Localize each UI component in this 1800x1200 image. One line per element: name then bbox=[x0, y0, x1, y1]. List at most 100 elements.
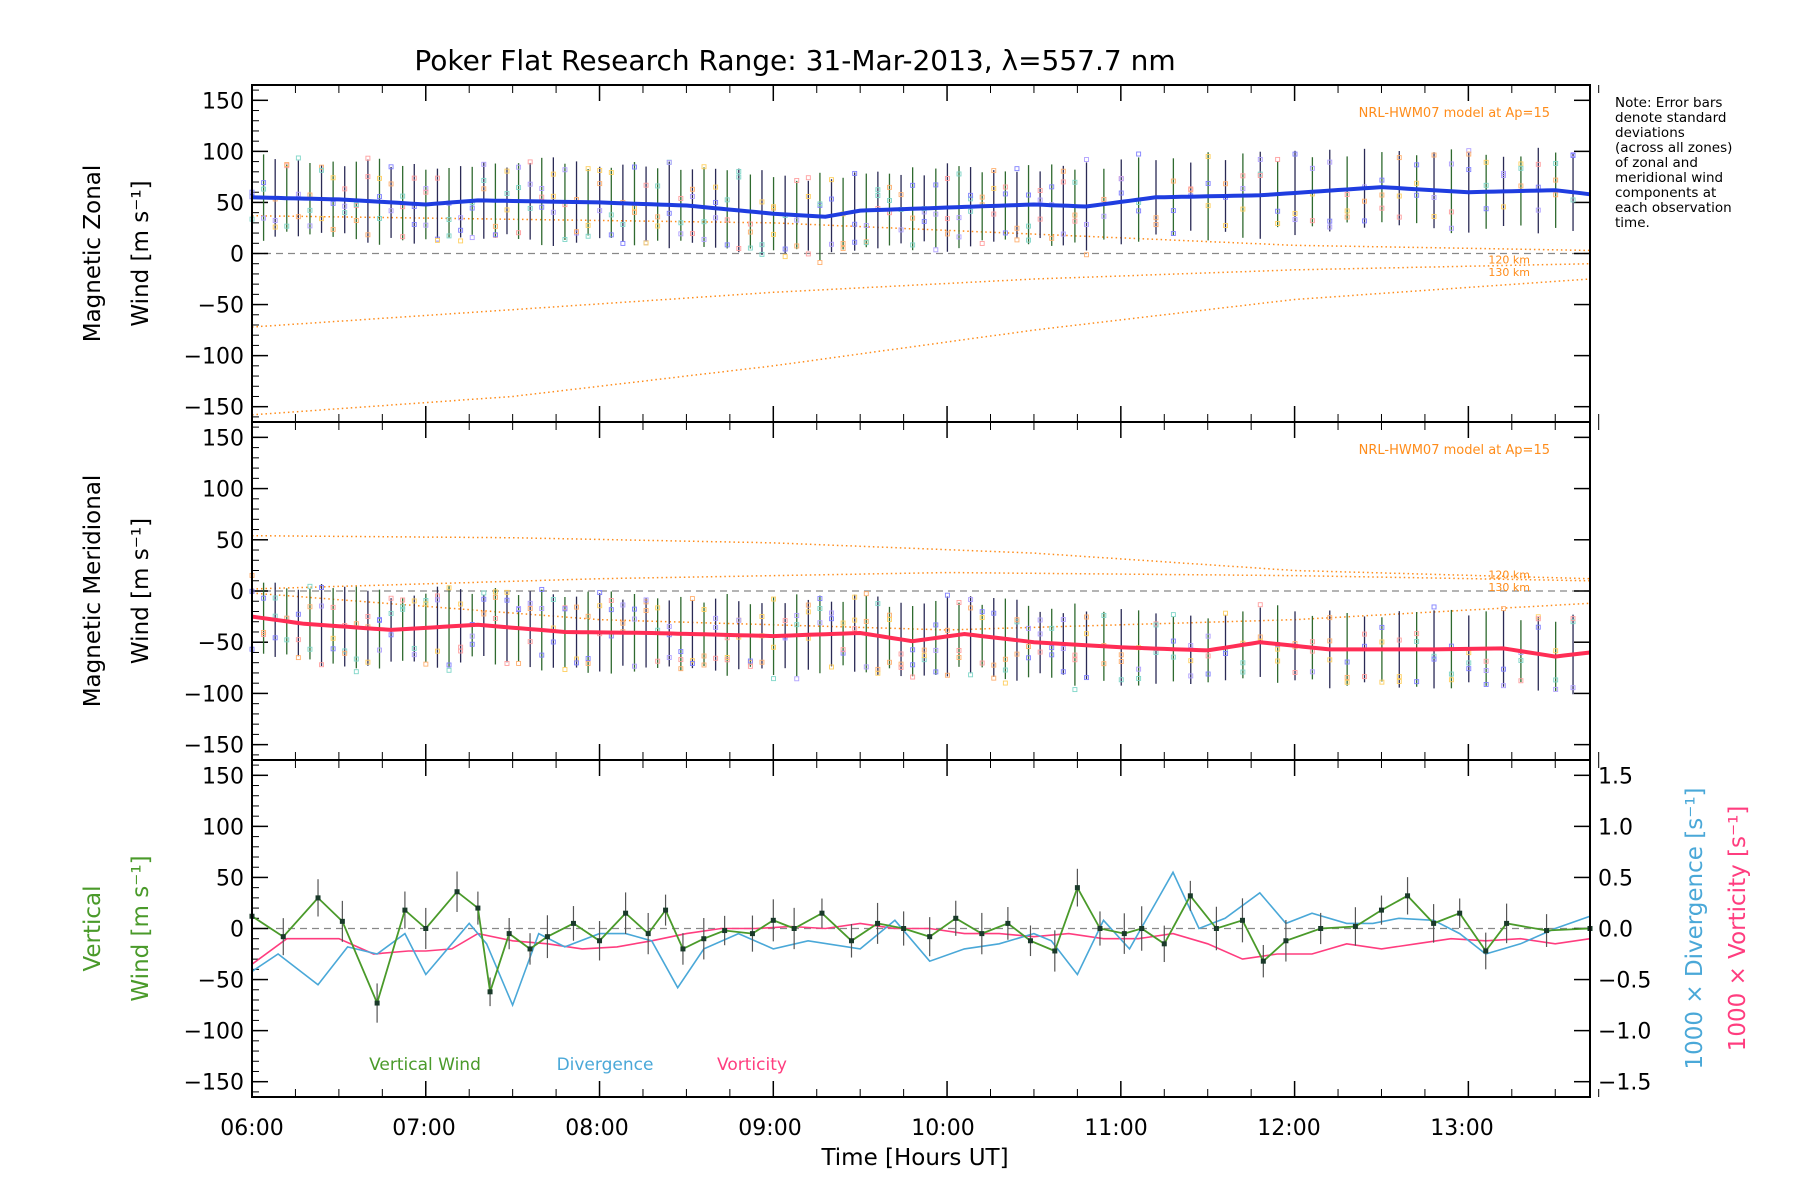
x-axis-title: Time [Hours UT] bbox=[820, 1145, 1008, 1171]
vertical-wind-point bbox=[1027, 938, 1033, 944]
zone-point bbox=[956, 234, 962, 240]
y-tick-label: −50 bbox=[198, 294, 244, 319]
zone-point bbox=[979, 609, 985, 615]
zone-point bbox=[875, 193, 881, 198]
zone-point bbox=[1037, 197, 1043, 203]
y-tick-label: −150 bbox=[184, 396, 244, 421]
x-tick-label: 09:00 bbox=[738, 1116, 801, 1141]
zone-point bbox=[1448, 209, 1454, 215]
zone-point bbox=[1327, 159, 1333, 165]
zone-point bbox=[1240, 660, 1246, 666]
zone-point bbox=[910, 647, 916, 653]
zone-point bbox=[434, 237, 440, 243]
zone-point bbox=[1049, 625, 1055, 631]
zone-point bbox=[782, 246, 788, 252]
y2-tick-label: −1.0 bbox=[1598, 1020, 1651, 1045]
zone-point bbox=[794, 613, 800, 619]
zone-point bbox=[377, 175, 382, 181]
zone-point bbox=[411, 598, 417, 604]
vertical-wind-point bbox=[1052, 948, 1058, 954]
y-tick-label: 100 bbox=[202, 478, 244, 503]
zone-point bbox=[1240, 206, 1246, 212]
vertical-wind-point bbox=[1239, 917, 1245, 923]
zone-point bbox=[319, 585, 324, 590]
vertical-wind-point bbox=[506, 931, 512, 937]
zone-point bbox=[933, 647, 939, 653]
zone-point bbox=[585, 660, 591, 666]
y2-tick-label: 0.0 bbox=[1598, 918, 1633, 943]
zone-point bbox=[608, 212, 614, 218]
y-tick-label: 150 bbox=[202, 764, 244, 789]
zone-point bbox=[771, 644, 777, 650]
zone-point bbox=[1414, 679, 1420, 685]
zone-point bbox=[319, 603, 324, 609]
zone-point bbox=[817, 606, 823, 611]
zone-point bbox=[956, 655, 962, 660]
model-curve bbox=[251, 262, 1591, 328]
vertical-wind-point bbox=[475, 905, 481, 911]
vertical-wind-point bbox=[749, 931, 755, 937]
zone-point bbox=[1118, 176, 1124, 182]
zone-point bbox=[747, 658, 753, 664]
zone-point bbox=[921, 218, 927, 224]
zone-point bbox=[423, 661, 429, 667]
zone-point bbox=[863, 591, 869, 597]
zone-point bbox=[550, 193, 556, 199]
zone-point bbox=[1014, 166, 1020, 172]
zone-point bbox=[319, 662, 324, 668]
zone-point bbox=[1344, 659, 1350, 665]
zone-point bbox=[481, 596, 487, 602]
vertical-wind-point bbox=[953, 915, 959, 921]
zone-point bbox=[852, 594, 858, 600]
zone-point bbox=[261, 186, 267, 192]
vertical-wind-point bbox=[1504, 920, 1510, 926]
zone-point bbox=[1026, 625, 1031, 631]
zone-point bbox=[1049, 184, 1055, 190]
zone-point bbox=[1026, 223, 1031, 229]
zone-point bbox=[504, 589, 510, 595]
zone-point bbox=[1014, 617, 1020, 623]
zone-point bbox=[1205, 154, 1211, 159]
y-tick-label: 100 bbox=[202, 815, 244, 840]
zone-point bbox=[585, 222, 591, 228]
zone-point bbox=[1396, 679, 1402, 684]
zone-point bbox=[481, 161, 487, 167]
zone-point bbox=[829, 664, 834, 670]
zone-point bbox=[1037, 649, 1043, 655]
vertical-wind-point bbox=[315, 895, 321, 901]
zone-point bbox=[1414, 631, 1420, 637]
zone-point bbox=[829, 610, 834, 616]
vertical-wind-point bbox=[1318, 926, 1324, 931]
zone-point bbox=[1072, 212, 1078, 218]
zone-point bbox=[701, 164, 707, 170]
vertical-wind-point bbox=[1074, 885, 1080, 891]
x-tick-label: 11:00 bbox=[1084, 1116, 1147, 1141]
zone-point bbox=[1327, 638, 1333, 644]
zone-point bbox=[1379, 679, 1385, 685]
zone-point bbox=[701, 653, 707, 659]
meridional-mean-line bbox=[251, 614, 1591, 659]
vertical-wind-point bbox=[1405, 893, 1411, 899]
zone-point bbox=[377, 617, 382, 623]
zone-point bbox=[747, 221, 753, 227]
zone-point bbox=[678, 649, 684, 655]
zone-point bbox=[655, 214, 661, 220]
zone-point bbox=[921, 647, 927, 653]
zone-point bbox=[481, 186, 487, 192]
zone-point bbox=[516, 164, 522, 170]
zone-point bbox=[400, 604, 406, 610]
zone-point bbox=[910, 242, 916, 248]
zone-point bbox=[400, 193, 406, 199]
zone-point bbox=[492, 232, 498, 238]
zone-point bbox=[968, 605, 974, 611]
zone-point bbox=[1466, 660, 1472, 666]
zone-point bbox=[1362, 198, 1367, 204]
zone-point bbox=[632, 164, 637, 170]
zone-point bbox=[1396, 193, 1402, 199]
zone-point bbox=[910, 674, 916, 680]
zone-point bbox=[539, 194, 545, 200]
zone-point bbox=[689, 193, 695, 199]
zone-point bbox=[492, 223, 498, 229]
zone-point bbox=[1309, 639, 1315, 645]
zone-point bbox=[1309, 218, 1315, 224]
